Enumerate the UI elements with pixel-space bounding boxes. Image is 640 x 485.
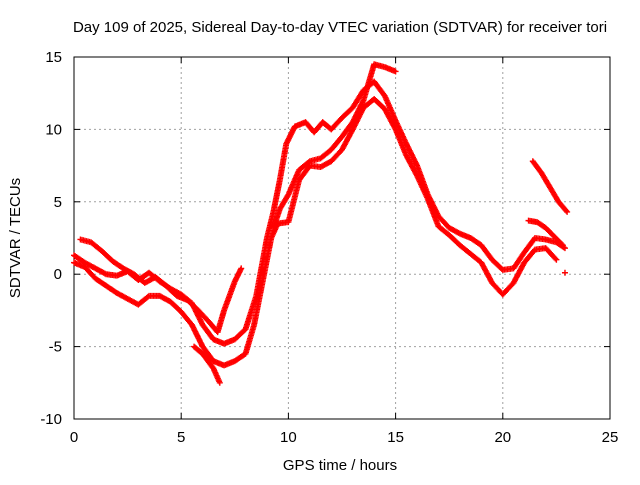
data-point — [561, 269, 568, 276]
series-track-5 — [270, 61, 399, 231]
data-point — [559, 242, 566, 249]
series-track-8 — [561, 269, 568, 276]
x-tick-label: 10 — [280, 429, 297, 446]
data-point — [144, 293, 151, 300]
x-tick-label: 20 — [494, 429, 511, 446]
x-tick-label: 5 — [177, 429, 185, 446]
y-tick-label: 10 — [45, 121, 62, 138]
x-tick-label: 15 — [387, 429, 404, 446]
series-track-4 — [191, 343, 223, 386]
series-track-7 — [525, 217, 566, 249]
data-point — [392, 68, 399, 75]
data-series — [71, 61, 571, 386]
data-point — [553, 256, 560, 263]
data-point — [564, 208, 571, 215]
data-point — [563, 207, 570, 214]
y-tick-label: 0 — [54, 266, 62, 283]
grid — [74, 57, 610, 419]
plot-frame — [73, 56, 611, 420]
y-axis-label: SDTVAR / TECUs — [7, 178, 24, 298]
series-track-6 — [529, 158, 571, 215]
y-tick-label: 15 — [45, 49, 62, 66]
chart-title: Day 109 of 2025, Sidereal Day-to-day VTE… — [73, 19, 607, 36]
y-tick-label: -10 — [40, 411, 62, 428]
data-point — [552, 255, 559, 262]
x-tick-label: 25 — [602, 429, 619, 446]
data-point — [238, 265, 245, 272]
y-tick-label: 5 — [54, 194, 62, 211]
series-track-3 — [71, 95, 560, 369]
x-axis-label: GPS time / hours — [283, 457, 397, 474]
data-point — [558, 241, 565, 248]
axis-ticks: 0 5 10 15 20 25 -10 -5 0 5 10 15 — [40, 49, 618, 446]
series-track-2 — [77, 236, 245, 336]
series-track-1 — [71, 78, 568, 347]
y-tick-label: -5 — [49, 339, 62, 356]
data-point — [216, 379, 223, 386]
x-tick-label: 0 — [70, 429, 78, 446]
plot-border — [73, 56, 611, 420]
